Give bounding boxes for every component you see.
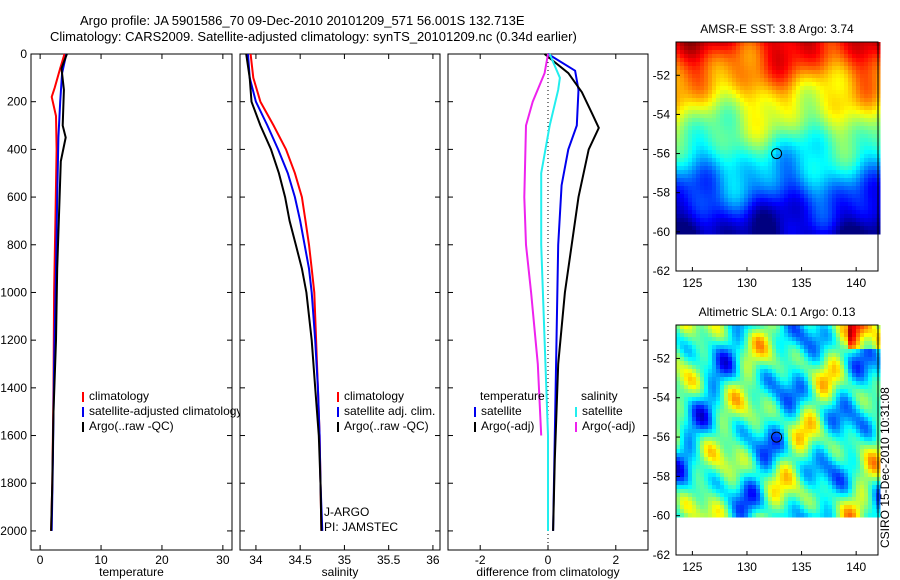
difference-xtick-label: -2	[475, 553, 486, 567]
difference-series-temperature-argo-adj-	[543, 53, 600, 531]
temperature-xtick-label: 30	[216, 553, 230, 567]
altimetric_sla-ytick-label: -56	[653, 430, 671, 444]
temperature-ytick-label: 0	[20, 47, 27, 61]
amsre_sst-panel: 125 130 135 140 -52 -54 -56 -58 -60 -62 AMSR-E SST…	[653, 22, 881, 290]
temperature-legend-label: satellite-adjusted climatology	[89, 404, 242, 418]
temperature-ytick-label: 1800	[0, 476, 27, 490]
amsre_sst-axes-frame	[675, 41, 879, 272]
amsre_sst-heatmap-cells	[676, 42, 881, 235]
legend-header-salinity: salinity	[581, 389, 618, 403]
amsre_sst-xtick-label: 135	[792, 276, 812, 290]
altimetric_sla-ytick-label: -54	[653, 391, 671, 405]
altimetric_sla-argo-marker	[771, 431, 783, 443]
figure-title-line1: Argo profile: JA 5901586_70 09-Dec-2010 …	[80, 13, 525, 28]
salinity-xtick-label: 35.5	[377, 553, 401, 567]
temperature-axes-frame	[30, 53, 233, 551]
salinity-xtick-label: 34.5	[288, 553, 312, 567]
temperature-xlabel: temperature	[99, 565, 164, 579]
temperature-ytick-label: 400	[7, 142, 27, 156]
float-pi-label: PI: JAMSTEC	[324, 520, 398, 534]
difference-series-temperature-satellite	[547, 53, 580, 531]
temperature-xtick-label: 20	[155, 553, 169, 567]
difference-series-salinity-satellite	[540, 53, 561, 531]
altimetric_sla-ytick-label: -60	[653, 509, 671, 523]
salinity-xtick-label: 35	[338, 553, 352, 567]
difference-xtick-label: 2	[612, 553, 619, 567]
altimetric_sla-xtick-label: 130	[737, 560, 757, 574]
altimetric_sla-xtick-label: 135	[792, 560, 812, 574]
salinity-axes-frame	[239, 53, 441, 551]
difference-xlabel: difference from climatology	[476, 565, 619, 579]
amsre_sst-ytick-label: -62	[653, 264, 671, 278]
legend-header-temperature: temperature	[480, 389, 545, 403]
altimetric_sla-axes-frame	[675, 324, 879, 556]
temperature-ytick-label: 1400	[0, 381, 27, 395]
amsre_sst-xtick-label: 130	[737, 276, 757, 290]
amsre_sst-xtick-label: 140	[846, 276, 866, 290]
salinity-panel: 34 34.5 35 35.5 36 salinity climatologysatelli…	[239, 53, 441, 579]
difference-legend-label: Argo(-adj)	[582, 419, 635, 433]
salinity-legend-label: climatology	[344, 389, 404, 403]
temperature-legend-label: Argo(..raw -QC)	[89, 419, 174, 433]
temperature-series-argo-raw-qc-	[50, 53, 68, 531]
float-program-label: J-ARGO	[324, 505, 369, 519]
temperature-ytick-label: 2000	[0, 524, 27, 538]
temperature-ytick-label: 800	[7, 238, 27, 252]
difference-series-salinity-argo-adj-	[523, 53, 549, 436]
difference-legend-label: Argo(-adj)	[481, 419, 534, 433]
salinity-xtick-label: 36	[426, 553, 440, 567]
temperature-ytick-label: 1600	[0, 429, 27, 443]
figure-title-line2: Climatology: CARS2009. Satellite-adjuste…	[50, 29, 577, 44]
amsre_sst-xtick-label: 125	[682, 276, 702, 290]
altimetric_sla-xtick-label: 140	[846, 560, 866, 574]
salinity-series-argo-raw-qc-	[245, 53, 323, 531]
altimetric_sla-ytick-label: -52	[653, 351, 671, 365]
altimetric_sla-heatmap-cells	[676, 325, 881, 518]
difference-legend-label: satellite	[582, 404, 623, 418]
temperature-ytick-label: 1000	[0, 285, 27, 299]
altimetric_sla-ytick-label: -58	[653, 469, 671, 483]
salinity-xlabel: salinity	[322, 565, 359, 579]
temperature-ytick-label: 600	[7, 190, 27, 204]
salinity-legend-label: Argo(..raw -QC)	[344, 419, 429, 433]
amsre_sst-ytick-label: -54	[653, 107, 671, 121]
altimetric_sla-xtick-label: 125	[682, 560, 702, 574]
amsre_sst-ytick-label: -60	[653, 225, 671, 239]
salinity-xtick-label: 34	[249, 553, 263, 567]
amsre_sst-argo-marker	[771, 148, 783, 160]
altimetric_sla-title: Altimetric SLA: 0.1 Argo: 0.13	[699, 305, 856, 319]
temperature-xtick-label: 0	[37, 553, 44, 567]
salinity-legend-label: satellite adj. clim.	[344, 404, 435, 418]
temperature-ytick-label: 200	[7, 95, 27, 109]
temperature-ytick-label: 1200	[0, 333, 27, 347]
difference-legend-label: satellite	[481, 404, 522, 418]
difference-xtick-label: 0	[545, 553, 552, 567]
temperature-legend-label: climatology	[89, 389, 149, 403]
amsre_sst-ytick-label: -56	[653, 147, 671, 161]
amsre_sst-title: AMSR-E SST: 3.8 Argo: 3.74	[700, 22, 854, 36]
amsre_sst-ytick-label: -58	[653, 186, 671, 200]
altimetric_sla-ytick-label: -62	[653, 548, 671, 562]
salinity-series-satellite-adj-clim-	[247, 53, 324, 531]
altimetric_sla-panel: 125 130 135 140 -52 -54 -56 -58 -60 -62 Altimetric…	[653, 305, 881, 574]
amsre_sst-ytick-label: -52	[653, 68, 671, 82]
temperature-panel: 0 10 20 30 0 200 400 600 800 1000 1200 1400 1600 1800…	[0, 47, 242, 579]
temperature-xtick-label: 10	[94, 553, 108, 567]
